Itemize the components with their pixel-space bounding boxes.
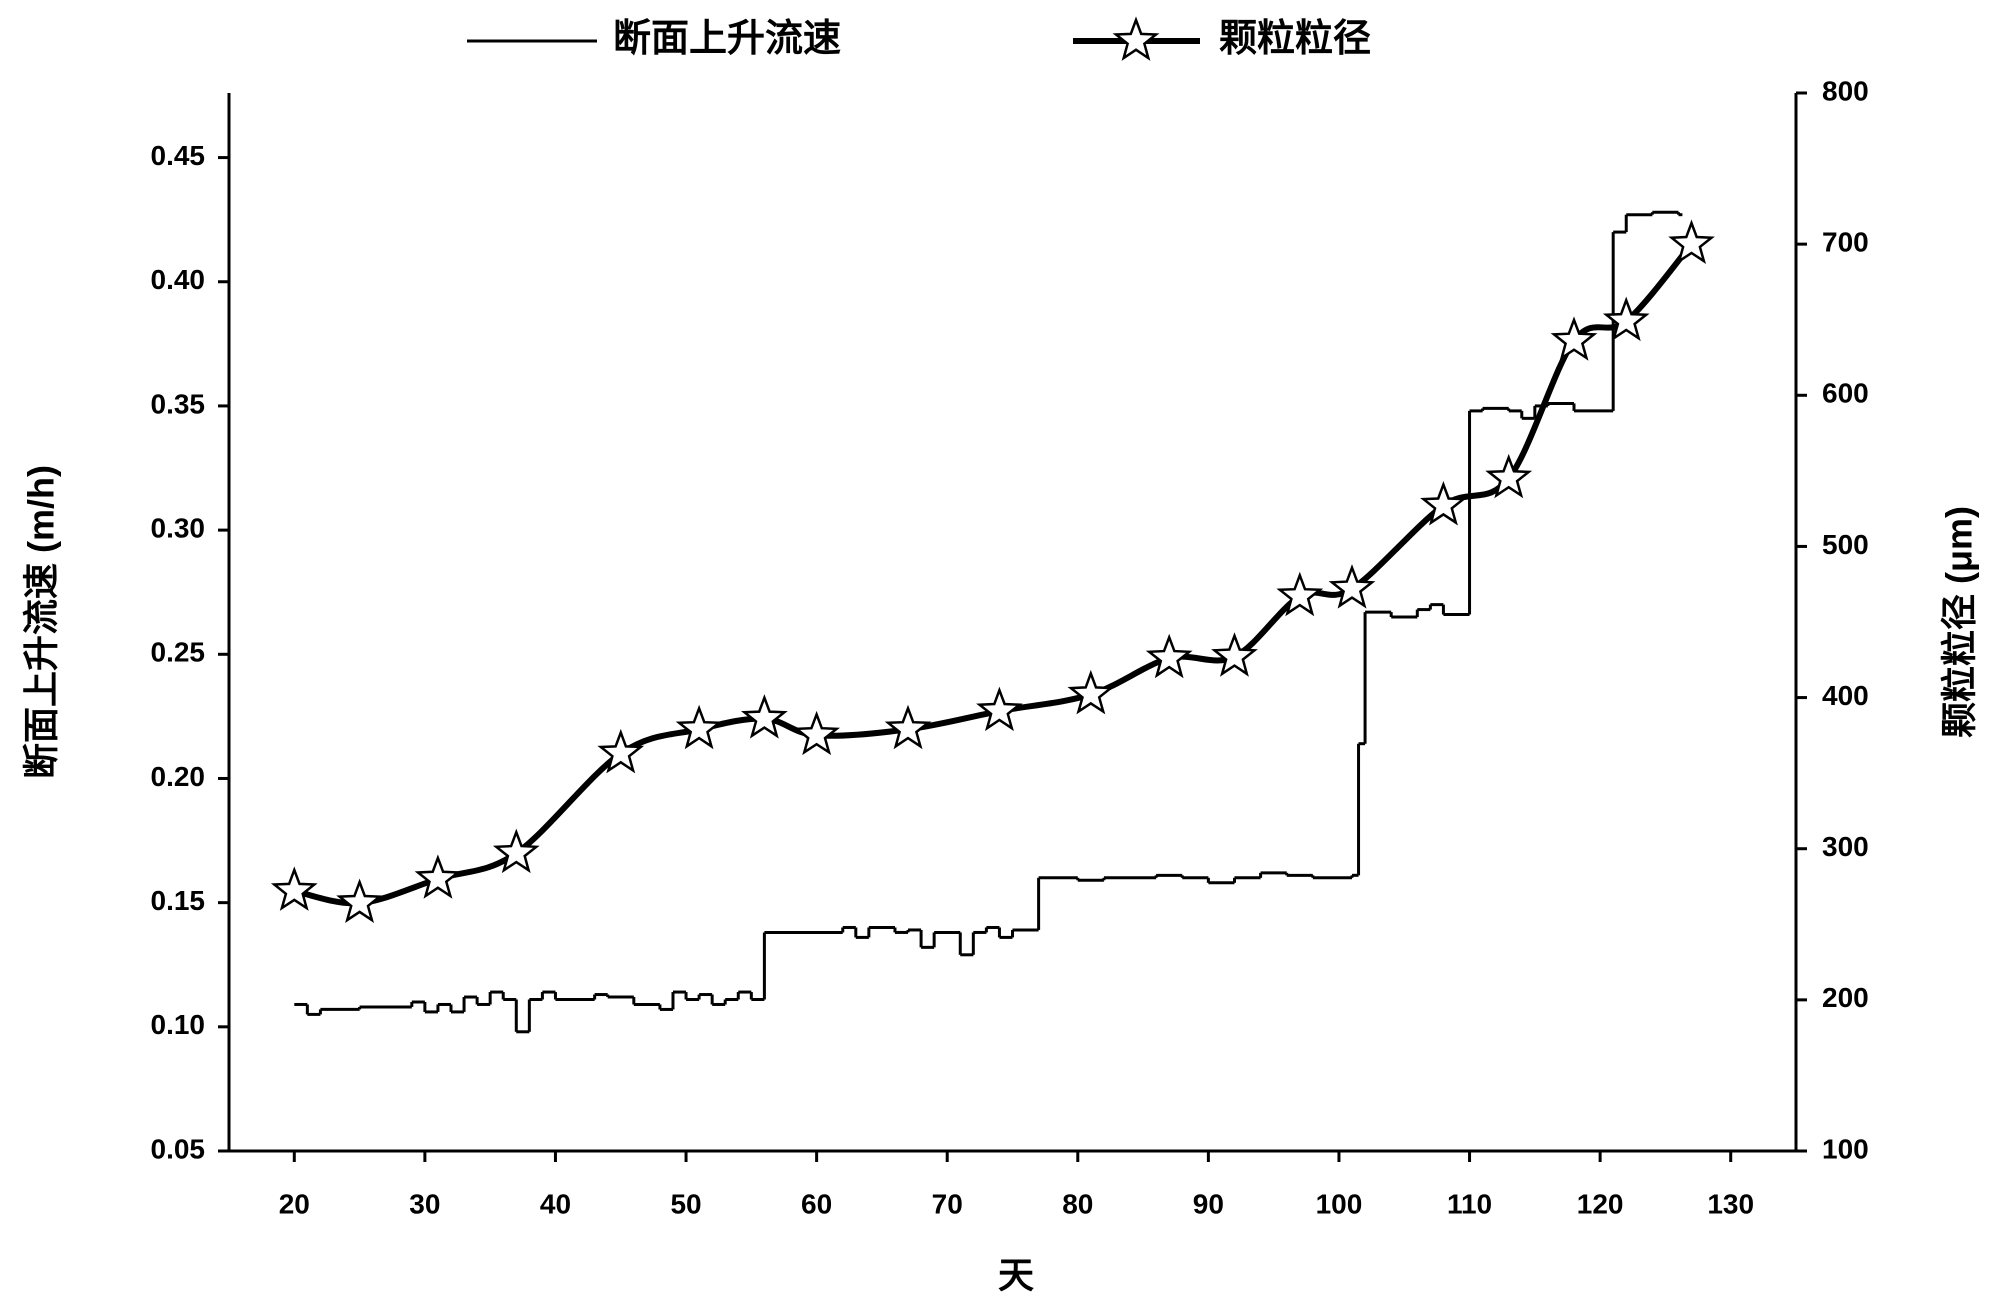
y2-tick-label: 500	[1822, 529, 1869, 560]
star-marker	[1485, 453, 1533, 499]
star-marker	[1668, 219, 1715, 264]
y-tick-label: 0.15	[151, 885, 206, 916]
x-tick-label: 30	[409, 1188, 440, 1219]
x-tick-label: 40	[540, 1188, 571, 1219]
star-marker	[675, 704, 723, 750]
legend-marker	[1112, 16, 1160, 61]
y-axis-title: 断面上升流速 (m/h)	[21, 465, 62, 779]
star-marker	[492, 828, 540, 874]
star-marker	[1328, 564, 1376, 609]
star-marker	[1602, 296, 1650, 342]
x-tick-label: 100	[1316, 1188, 1363, 1219]
x-tick-label: 120	[1577, 1188, 1624, 1219]
y2-tick-label: 600	[1822, 378, 1869, 409]
star-marker	[1420, 481, 1467, 526]
x-tick-label: 60	[801, 1188, 832, 1219]
star-marker	[884, 704, 932, 750]
y2-tick-label: 300	[1822, 831, 1869, 862]
x-tick-label: 70	[932, 1188, 963, 1219]
y-tick-label: 0.10	[151, 1009, 206, 1040]
star-marker	[336, 878, 383, 923]
y2-axis-title: 颗粒粒径 (μm)	[1939, 506, 1980, 738]
y-tick-label: 0.45	[151, 140, 206, 171]
legend-label: 颗粒粒径	[1219, 18, 1371, 60]
star-marker	[1211, 632, 1258, 677]
y2-tick-label: 200	[1822, 982, 1869, 1013]
star-marker	[597, 728, 645, 774]
x-tick-label: 50	[670, 1188, 701, 1219]
y-tick-label: 0.20	[151, 761, 206, 792]
star-marker	[270, 866, 318, 911]
star-marker	[976, 686, 1023, 732]
x-tick-label: 130	[1707, 1188, 1754, 1219]
y-tick-label: 0.35	[151, 388, 206, 419]
y-tick-label: 0.25	[151, 637, 206, 668]
x-axis-title: 天	[998, 1255, 1034, 1296]
y2-tick-label: 700	[1822, 227, 1869, 258]
x-tick-label: 90	[1193, 1188, 1224, 1219]
y-tick-label: 0.05	[151, 1133, 206, 1164]
x-tick-label: 20	[279, 1188, 310, 1219]
y2-tick-label: 800	[1822, 75, 1869, 106]
y-tick-label: 0.40	[151, 264, 206, 295]
star-marker	[793, 710, 840, 756]
star-marker	[1067, 669, 1115, 715]
star-marker	[1145, 633, 1193, 679]
legend-label: 断面上升流速	[613, 18, 841, 60]
series-line	[293, 242, 1694, 907]
x-tick-label: 110	[1447, 1188, 1492, 1219]
y2-tick-label: 400	[1822, 680, 1869, 711]
star-marker	[1276, 571, 1324, 617]
y-tick-label: 0.30	[151, 512, 206, 543]
y2-tick-label: 100	[1822, 1133, 1869, 1164]
star-marker	[414, 854, 462, 899]
star-marker	[1550, 316, 1598, 361]
x-tick-label: 80	[1062, 1188, 1093, 1219]
star-marker	[741, 694, 788, 739]
